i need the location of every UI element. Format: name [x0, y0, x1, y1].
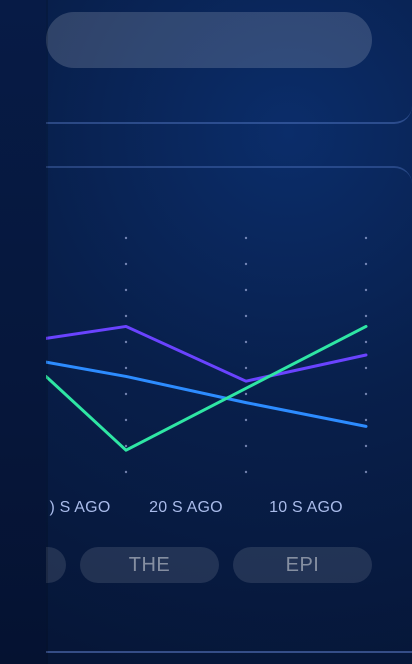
- chip-the[interactable]: THE: [80, 547, 219, 583]
- chip-epi[interactable]: EPI: [233, 547, 372, 583]
- chart-panel: [46, 166, 412, 654]
- top-panel: [46, 0, 412, 124]
- bottom-divider: [46, 651, 412, 653]
- search-pill[interactable]: [46, 12, 372, 68]
- left-dark-panel: [0, 0, 46, 664]
